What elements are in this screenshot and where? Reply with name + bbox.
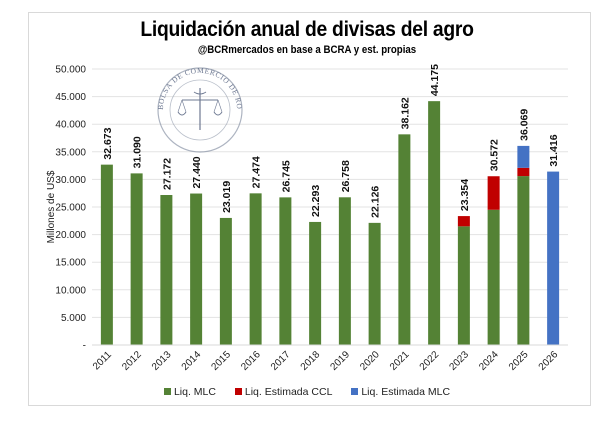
y-axis-ticks: - 5.000 10.000 15.000 20.000 25.000 30.000 35.0… bbox=[55, 65, 86, 352]
bcr-logo-watermark: BOLSA DE COMERCIO DE ROSARIO bbox=[0, 0, 244, 153]
svg-text:BOLSA DE COMERCIO DE ROSARIO: BOLSA DE COMERCIO DE ROSARIO bbox=[0, 0, 244, 110]
x-tick-label-2026: 2026 bbox=[537, 349, 561, 373]
bar-liq-mlc-2024 bbox=[487, 209, 500, 345]
data-label-2011: 32.673 bbox=[102, 127, 114, 159]
bars bbox=[100, 101, 560, 346]
bar-liq-mlc-2017 bbox=[279, 197, 292, 345]
legend-label-liq-estimada-mlc: Liq. Estimada MLC bbox=[361, 386, 451, 398]
watermark-text: BOLSA DE COMERCIO DE ROSARIO bbox=[0, 0, 243, 110]
y-tick-label: 50.000 bbox=[55, 65, 86, 76]
bar-liq-mlc-2018 bbox=[309, 221, 322, 345]
y-tick-label: 35.000 bbox=[55, 147, 86, 158]
x-tick-label-2015: 2015 bbox=[209, 349, 233, 373]
bar-liq-mlc-2020 bbox=[368, 222, 381, 345]
x-axis-ticks: 2011 2012 2013 2014 2015 2016 2017 2018 2019 2020… bbox=[91, 349, 561, 373]
y-tick-label: 15.000 bbox=[55, 258, 86, 269]
data-labels: 32.673 31.090 27.172 27.440 23.019 27.474 26.7… bbox=[102, 64, 560, 218]
data-label-2024: 30.572 bbox=[489, 139, 501, 171]
bar-liq-estimada-ccl-2024 bbox=[487, 176, 500, 210]
data-label-2020: 22.126 bbox=[370, 186, 382, 218]
y-tick-label: - bbox=[83, 341, 86, 352]
legend-swatch-liq-estimada-ccl bbox=[234, 388, 242, 395]
legend-label-liq-estimada-ccl: Liq. Estimada CCL bbox=[244, 386, 333, 398]
bar-liq-mlc-2022 bbox=[428, 101, 441, 346]
x-tick-label-2020: 2020 bbox=[358, 349, 382, 373]
x-tick-label-2022: 2022 bbox=[418, 349, 442, 373]
bar-liq-estimada-ccl-2025 bbox=[517, 167, 530, 177]
bar-liq-estimada-mlc-2025 bbox=[517, 145, 530, 168]
data-label-2012: 31.090 bbox=[132, 136, 144, 168]
x-tick-label-2024: 2024 bbox=[477, 349, 501, 373]
y-tick-label: 20.000 bbox=[55, 230, 86, 241]
y-tick-label: 10.000 bbox=[55, 285, 86, 296]
legend-label-liq-mlc: Liq. MLC bbox=[173, 386, 216, 398]
data-label-2017: 26.745 bbox=[280, 160, 292, 192]
x-tick-label-2014: 2014 bbox=[180, 349, 204, 373]
data-label-2015: 23.019 bbox=[221, 181, 233, 213]
legend-item-liq-estimada-ccl: Liq. Estimada CCL bbox=[234, 386, 333, 398]
legend-swatch-liq-estimada-mlc bbox=[351, 388, 359, 395]
legend-item-liq-mlc: Liq. MLC bbox=[163, 386, 216, 398]
data-label-2025: 36.069 bbox=[518, 109, 530, 141]
x-tick-label-2012: 2012 bbox=[120, 349, 144, 373]
y-tick-label: 45.000 bbox=[55, 92, 86, 103]
data-label-2019: 26.758 bbox=[340, 160, 352, 192]
x-tick-label-2016: 2016 bbox=[239, 349, 263, 373]
y-axis-label: Millones de US$ bbox=[46, 170, 57, 243]
data-label-2018: 22.293 bbox=[310, 185, 322, 217]
data-label-2026: 31.416 bbox=[548, 134, 560, 166]
data-label-2016: 27.474 bbox=[251, 156, 263, 188]
x-tick-label-2025: 2025 bbox=[507, 349, 531, 373]
data-label-2021: 38.162 bbox=[399, 97, 411, 129]
bar-liq-mlc-2019 bbox=[338, 197, 351, 345]
legend-swatch-liq-mlc bbox=[163, 388, 171, 395]
bar-liq-mlc-2013 bbox=[160, 195, 173, 345]
data-label-2023: 23.354 bbox=[459, 179, 471, 211]
x-tick-label-2011: 2011 bbox=[91, 349, 114, 372]
bar-liq-mlc-2012 bbox=[130, 173, 143, 345]
bar-liq-estimada-mlc-2026 bbox=[547, 171, 560, 345]
data-label-2013: 27.172 bbox=[161, 158, 173, 190]
x-tick-label-2013: 2013 bbox=[150, 349, 174, 373]
x-tick-label-2017: 2017 bbox=[269, 349, 293, 373]
chart-subtitle: @BCRmercados en base a BCRA y est. propi… bbox=[197, 44, 417, 56]
bar-liq-estimada-ccl-2023 bbox=[457, 216, 470, 227]
bar-liq-mlc-2025 bbox=[517, 176, 530, 345]
data-label-2014: 27.440 bbox=[191, 156, 203, 188]
data-label-2022: 44.175 bbox=[429, 64, 441, 96]
bar-liq-mlc-2011 bbox=[100, 164, 113, 345]
legend: Liq. MLC Liq. Estimada CCL Liq. Estimada… bbox=[0, 386, 614, 398]
bar-liq-mlc-2015 bbox=[219, 217, 232, 345]
x-tick-label-2019: 2019 bbox=[328, 349, 352, 373]
y-tick-label: 30.000 bbox=[55, 175, 86, 186]
bar-liq-mlc-2021 bbox=[398, 134, 411, 345]
x-tick-label-2023: 2023 bbox=[447, 349, 471, 373]
y-tick-label: 25.000 bbox=[55, 203, 86, 214]
x-tick-label-2018: 2018 bbox=[299, 349, 323, 373]
y-tick-label: 40.000 bbox=[55, 120, 86, 131]
bar-liq-mlc-2016 bbox=[249, 193, 262, 345]
bar-liq-mlc-2023 bbox=[457, 226, 470, 345]
x-tick-label-2021: 2021 bbox=[388, 349, 412, 373]
bar-liq-mlc-2014 bbox=[190, 193, 203, 345]
y-tick-label: 5.000 bbox=[61, 313, 86, 324]
chart-title: Liquidación anual de divisas del agro bbox=[140, 18, 474, 41]
legend-item-liq-estimada-mlc: Liq. Estimada MLC bbox=[351, 386, 450, 398]
